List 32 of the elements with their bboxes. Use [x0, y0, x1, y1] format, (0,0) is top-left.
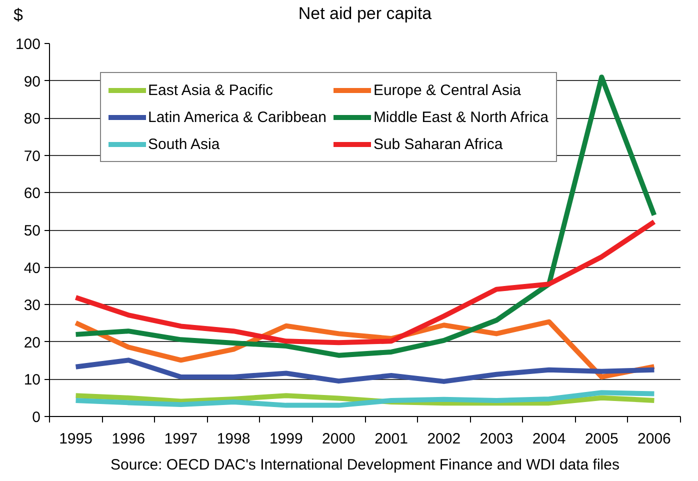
y-tick-label: 10	[24, 372, 41, 389]
source-note: Source: OECD DAC's International Development Finance and WDI data files	[110, 456, 620, 474]
y-tick-label: 80	[24, 110, 41, 128]
x-tick-label: 1997	[164, 430, 198, 448]
y-tick-label: 40	[24, 260, 41, 277]
x-tick-label: 1999	[269, 430, 303, 448]
y-tick-label: 70	[24, 148, 41, 165]
y-tick-label: 30	[24, 297, 41, 314]
x-tick-label: 2001	[374, 430, 408, 448]
y-tick-label: 100	[15, 36, 41, 53]
x-tick-label: 2003	[480, 430, 514, 448]
x-tick-label: 2006	[638, 430, 671, 448]
x-tick-label: 2002	[427, 430, 461, 448]
x-tick-label: 2004	[532, 430, 566, 448]
x-tick-label: 2000	[322, 430, 356, 448]
x-tick-label: 1998	[216, 430, 250, 448]
y-axis-title: $	[14, 6, 24, 24]
legend-label: Europe & Central Asia	[373, 80, 522, 100]
y-tick-label: 50	[24, 222, 41, 240]
y-tick-label: 90	[24, 73, 41, 90]
legend-label: Middle East & North Africa	[373, 108, 549, 127]
y-tick-label: 20	[24, 334, 41, 352]
x-tick-label: 2005	[584, 430, 618, 448]
legend-label: Sub Saharan Africa	[373, 134, 503, 154]
legend-label: East Asia & Pacific	[148, 80, 274, 100]
x-tick-label: 1996	[112, 430, 146, 448]
x-tick-label: 1995	[59, 430, 92, 448]
chart-title: Net aid per capita	[298, 4, 432, 23]
y-tick-label: 60	[24, 185, 41, 202]
legend-label: Latin America & Caribbean	[148, 108, 326, 127]
legend-label: South Asia	[148, 134, 220, 154]
y-tick-label: 0	[32, 409, 40, 426]
